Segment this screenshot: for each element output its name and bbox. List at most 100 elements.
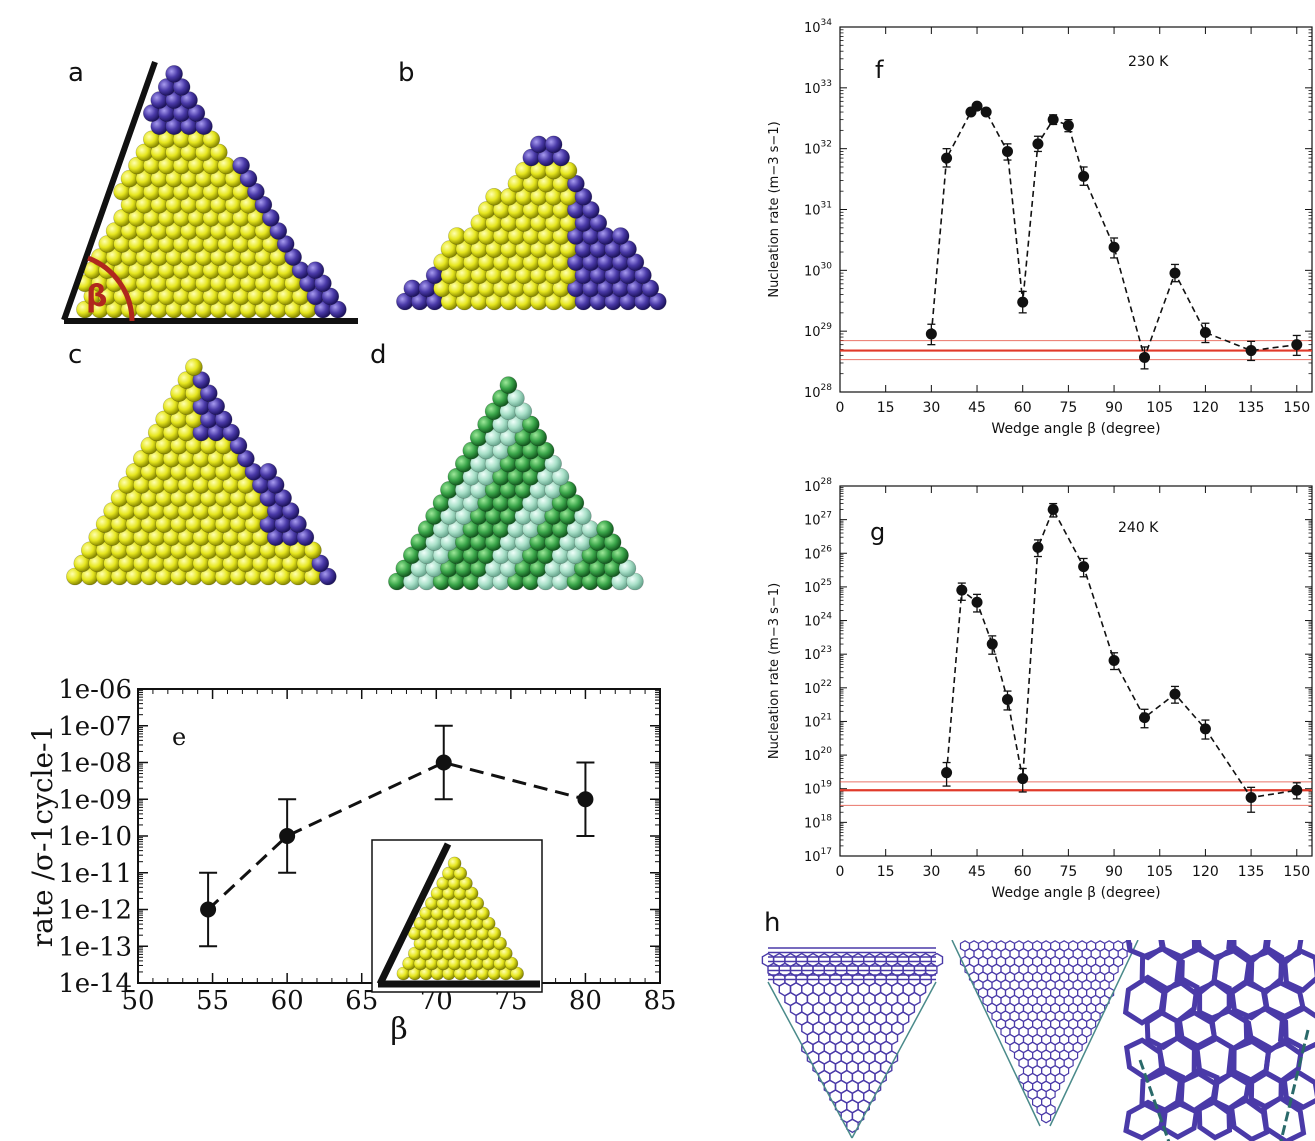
panel-d-label: d (370, 340, 387, 370)
sphere (522, 415, 540, 434)
hexagon-ring (1123, 1099, 1168, 1141)
sphere (552, 148, 570, 167)
data-point (1001, 693, 1013, 705)
panel-a-label: a (68, 58, 84, 88)
y-tick-label: 1e-09 (58, 785, 132, 815)
sphere (259, 463, 278, 481)
sphere (504, 956, 519, 971)
x-tick-label: 105 (1146, 400, 1173, 416)
sphere (269, 222, 288, 240)
chart-g: 1017 1018 1019 1020 1021 1022 1023 1024 1025 1026… (767, 477, 1313, 901)
y-axis-label: Nucleation rate (m−3 s−1) (767, 583, 782, 759)
x-tick-label: 150 (1283, 400, 1310, 416)
x-tick-label: 50 (121, 986, 154, 1016)
sphere (447, 856, 462, 871)
y-axis-label: rate /σ-1cycle-1 (26, 725, 59, 948)
sphere (262, 209, 280, 227)
hexagon-ring (1261, 1095, 1307, 1141)
data-point (1199, 327, 1211, 339)
sphere (304, 541, 322, 560)
y-tick-label: 1e-10 (58, 822, 132, 852)
data-point (941, 152, 953, 164)
sphere (536, 441, 555, 460)
chart-frame (839, 485, 1313, 857)
y-tick-label: 1e-11 (58, 859, 132, 889)
sphere (306, 261, 325, 279)
x-tick-label: 90 (1105, 864, 1123, 880)
y-tick-label: 1025 (804, 578, 832, 596)
sphere (641, 279, 660, 298)
y-tick-label: 1021 (804, 712, 832, 730)
sphere (222, 423, 240, 442)
sphere (589, 214, 608, 232)
x-tick-label: 60 (271, 986, 304, 1016)
hexagon-ring (1196, 1099, 1233, 1141)
y-tick-label: 1018 (804, 813, 832, 831)
sphere (611, 546, 629, 565)
x-tick-label: 80 (569, 986, 602, 1016)
y-tick-label: 1029 (804, 322, 832, 340)
sphere (192, 371, 211, 389)
data-point (1108, 241, 1120, 253)
sphere (648, 292, 667, 311)
x-tick-label: 30 (922, 400, 940, 416)
data-point (1108, 654, 1120, 666)
sphere (284, 248, 302, 266)
sphere (459, 876, 473, 891)
y-tick-exponent: 20 (821, 746, 833, 756)
data-point (1199, 723, 1211, 735)
panel-h-hydrogen-bond-network (761, 940, 1315, 1141)
chart-f: 1028 1029 1030 1031 1032 1033 1034 0 15 30 45 60 75 9… (767, 18, 1313, 437)
x-tick-label: 150 (1283, 864, 1310, 880)
hexagon-ring (1281, 1069, 1315, 1111)
sphere (485, 188, 503, 206)
sphere (254, 196, 273, 214)
chart-g-panel-label: g (870, 518, 885, 546)
x-tick-label: 45 (968, 400, 986, 416)
x-tick-label: 30 (922, 864, 940, 880)
hexagon-ring (1139, 946, 1185, 994)
sphere (453, 866, 468, 881)
y-tick-label: 1033 (804, 79, 832, 97)
sphere (239, 169, 258, 188)
sphere (247, 182, 265, 201)
sphere (229, 436, 248, 455)
sphere (559, 481, 577, 499)
data-point (1245, 791, 1257, 803)
sphere (214, 410, 233, 429)
sphere (507, 389, 525, 408)
sphere (185, 358, 203, 376)
sphere (314, 274, 332, 293)
y-tick-label: 1023 (804, 645, 832, 663)
y-tick-label: 1e-08 (58, 749, 132, 779)
y-tick-exponent: 26 (821, 544, 833, 554)
sphere (180, 91, 198, 109)
data-point (1047, 504, 1059, 516)
chart-f-panel-label: f (875, 56, 884, 84)
y-tick-label: 1027 (804, 511, 832, 529)
y-tick-exponent: 28 (821, 383, 833, 393)
series-line (945, 507, 1297, 799)
wedge-wall (851, 981, 937, 1139)
y-tick-label: 1e-13 (58, 932, 132, 962)
data-point (1245, 345, 1257, 357)
data-point (1001, 145, 1013, 157)
data-point (980, 106, 992, 118)
y-tick-label: 1028 (804, 383, 832, 401)
x-tick-label: 15 (877, 400, 895, 416)
sphere (276, 235, 295, 253)
data-point (1169, 688, 1181, 700)
sphere (318, 567, 337, 586)
data-point (986, 638, 998, 650)
sphere (202, 130, 221, 149)
sphere (626, 572, 644, 591)
sphere (567, 174, 585, 193)
y-tick-exponent: 25 (821, 578, 832, 588)
sphere (281, 502, 300, 520)
sphere (544, 135, 563, 154)
hexagon-ring (1282, 947, 1315, 994)
x-tick-label: 60 (1014, 864, 1032, 880)
data-point (200, 901, 217, 918)
sphere (207, 397, 225, 416)
y-tick-exponent: 29 (821, 322, 833, 332)
